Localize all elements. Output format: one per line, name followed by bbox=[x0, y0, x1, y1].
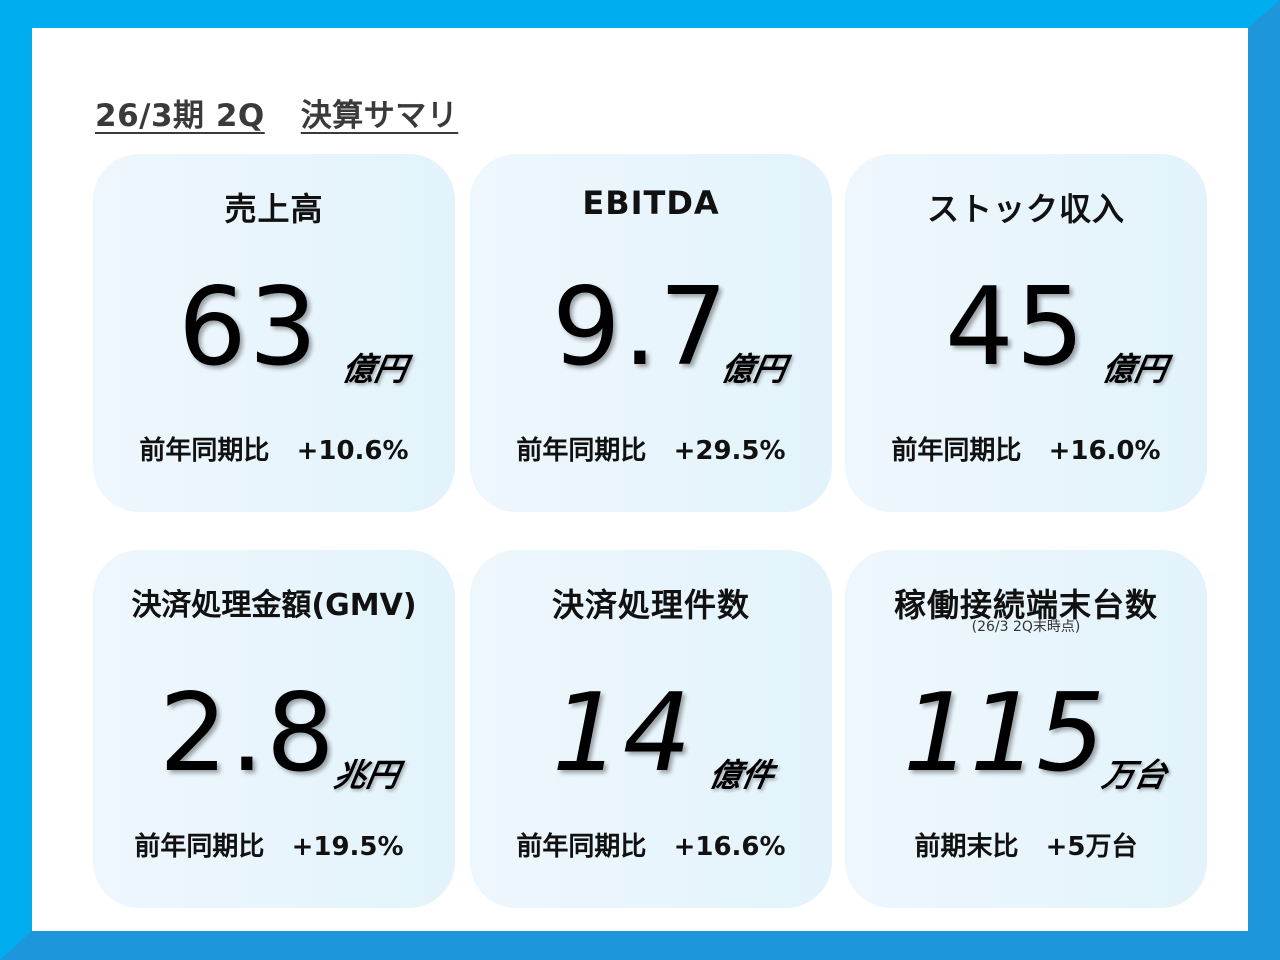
card-change: 前期末比 +5万台 bbox=[845, 826, 1207, 863]
title-label: 決算サマリ bbox=[300, 98, 459, 134]
card-change: 前年同期比 +16.6% bbox=[470, 826, 832, 863]
card-label: 稼働接続端末台数 bbox=[893, 586, 1158, 624]
change-value: +19.5% bbox=[291, 832, 404, 862]
kpi-card-active-terminals: 稼働接続端末台数 (26/3 2Q末時点) 115 万台 前期末比 +5万台 bbox=[845, 550, 1207, 908]
change-label: 前年同期比 bbox=[891, 436, 1022, 466]
kpi-card-ebitda: EBITDA 9.7 億円 前年同期比 +29.5% bbox=[470, 154, 832, 512]
card-unit: 万台 bbox=[1099, 756, 1171, 794]
card-value: 63 bbox=[178, 265, 320, 390]
card-unit: 億件 bbox=[706, 756, 778, 794]
card-unit: 億円 bbox=[1099, 350, 1171, 388]
card-change: 前年同期比 +16.0% bbox=[845, 430, 1207, 467]
card-sublabel: (26/3 2Q末時点) bbox=[971, 619, 1081, 635]
change-value: +16.0% bbox=[1048, 436, 1161, 466]
kpi-card-stock-revenue: ストック収入 45 億円 前年同期比 +16.0% bbox=[845, 154, 1207, 512]
page-title: 26/3期 2Q 決算サマリ bbox=[95, 90, 458, 135]
card-unit: 億円 bbox=[339, 350, 411, 388]
change-value: +16.6% bbox=[673, 832, 786, 862]
change-value: +29.5% bbox=[673, 436, 786, 466]
card-value: 14 bbox=[552, 671, 694, 796]
card-label: 決済処理件数 bbox=[551, 586, 750, 624]
card-label: EBITDA bbox=[582, 184, 720, 222]
change-value: +5万台 bbox=[1045, 832, 1138, 862]
change-value: +10.6% bbox=[296, 436, 409, 466]
slide: 26/3期 2Q 決算サマリ 売上高 63 億円 前年同期比 +10.6% EB… bbox=[32, 28, 1248, 931]
change-label: 前年同期比 bbox=[139, 436, 270, 466]
card-value: 2.8 bbox=[159, 671, 337, 796]
change-label: 前年同期比 bbox=[516, 832, 647, 862]
card-value: 115 bbox=[903, 671, 1105, 796]
card-value: 9.7 bbox=[552, 265, 730, 390]
kpi-card-gmv: 決済処理金額(GMV) 2.8 兆円 前年同期比 +19.5% bbox=[93, 550, 455, 908]
period-label: 26/3期 2Q bbox=[95, 98, 265, 134]
change-label: 前年同期比 bbox=[134, 832, 265, 862]
card-label: 決済処理金額(GMV) bbox=[131, 588, 417, 623]
card-label: ストック収入 bbox=[926, 190, 1125, 228]
card-unit: 億円 bbox=[718, 350, 790, 388]
card-change: 前年同期比 +10.6% bbox=[93, 430, 455, 467]
change-label: 前年同期比 bbox=[516, 436, 647, 466]
card-value: 45 bbox=[945, 265, 1087, 390]
card-change: 前年同期比 +29.5% bbox=[470, 430, 832, 467]
card-unit: 兆円 bbox=[331, 756, 403, 794]
kpi-card-revenue: 売上高 63 億円 前年同期比 +10.6% bbox=[93, 154, 455, 512]
card-label: 売上高 bbox=[224, 190, 324, 228]
kpi-card-transactions: 決済処理件数 14 億件 前年同期比 +16.6% bbox=[470, 550, 832, 908]
card-change: 前年同期比 +19.5% bbox=[83, 826, 455, 863]
change-label: 前期末比 bbox=[914, 832, 1019, 862]
